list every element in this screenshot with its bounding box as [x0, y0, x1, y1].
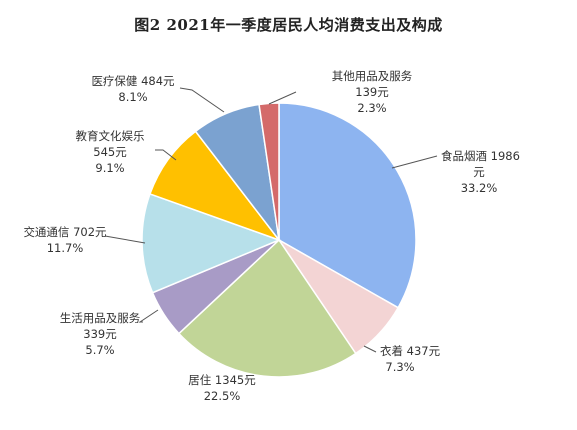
slice-label-5-line-1: 交通通信 702元	[23, 225, 107, 239]
slices-layer	[141, 102, 417, 378]
slice-label-2-line-1: 衣着 437元	[380, 344, 441, 358]
pie-slice-8	[258, 102, 280, 241]
slice-label-8: 其他用品及服务 139元 2.3%	[332, 69, 413, 115]
slice-label-8-line-3: 2.3%	[357, 101, 386, 115]
slice-label-5: 交通通信 702元 11.7%	[23, 225, 107, 255]
slice-label-6: 教育文化娱乐 545元 9.1%	[76, 129, 145, 175]
labels-layer: 食品烟酒 1986 元 33.2% 衣着 437元 7.3% 居住 1345元 22.5% 生…	[23, 69, 519, 403]
slice-label-4-line-1: 生活用品及服务	[60, 311, 141, 325]
leader-line-7	[179, 87, 225, 113]
slice-label-8-line-2: 139元	[355, 85, 389, 99]
leader-line-6	[155, 149, 177, 161]
slice-label-3: 居住 1345元 22.5%	[188, 373, 256, 403]
leader-line-1	[391, 155, 438, 169]
slice-label-2-line-2: 7.3%	[385, 360, 414, 374]
slice-label-1: 食品烟酒 1986 元 33.2%	[441, 149, 520, 195]
slice-label-4-line-3: 5.7%	[85, 343, 114, 357]
slice-label-7-line-1: 医疗保健 484元	[91, 74, 175, 88]
leader-lines-layer	[104, 87, 438, 378]
slice-label-1-line-2: 元	[473, 165, 485, 179]
slice-label-8-line-1: 其他用品及服务	[332, 69, 413, 83]
slice-label-6-line-1: 教育文化娱乐	[76, 129, 145, 143]
slice-label-4: 生活用品及服务 339元 5.7%	[60, 311, 141, 357]
pie-slice-6	[149, 130, 282, 242]
slice-label-6-line-2: 545元	[93, 145, 127, 159]
slice-label-4-line-2: 339元	[83, 327, 117, 341]
leader-line-2	[363, 345, 377, 353]
pie-slice-5	[141, 192, 282, 294]
slice-label-3-line-2: 22.5%	[204, 389, 241, 403]
slice-label-6-line-3: 9.1%	[95, 161, 124, 175]
slice-label-1-line-1: 食品烟酒 1986	[441, 149, 520, 163]
leader-line-8	[268, 91, 297, 105]
chart-title: 图2 2021年一季度居民人均消费支出及构成	[134, 16, 443, 34]
leader-line-5	[104, 235, 146, 244]
slice-label-1-line-3: 33.2%	[461, 181, 498, 195]
slice-label-7: 医疗保健 484元 8.1%	[91, 74, 175, 104]
pie-slice-3	[177, 238, 357, 378]
pie-slice-1	[278, 102, 417, 309]
slice-label-5-line-2: 11.7%	[47, 241, 84, 255]
slice-label-7-line-2: 8.1%	[118, 90, 147, 104]
slice-label-2: 衣着 437元 7.3%	[380, 344, 441, 374]
leader-line-4	[138, 309, 159, 323]
slice-label-3-line-1: 居住 1345元	[188, 373, 256, 387]
